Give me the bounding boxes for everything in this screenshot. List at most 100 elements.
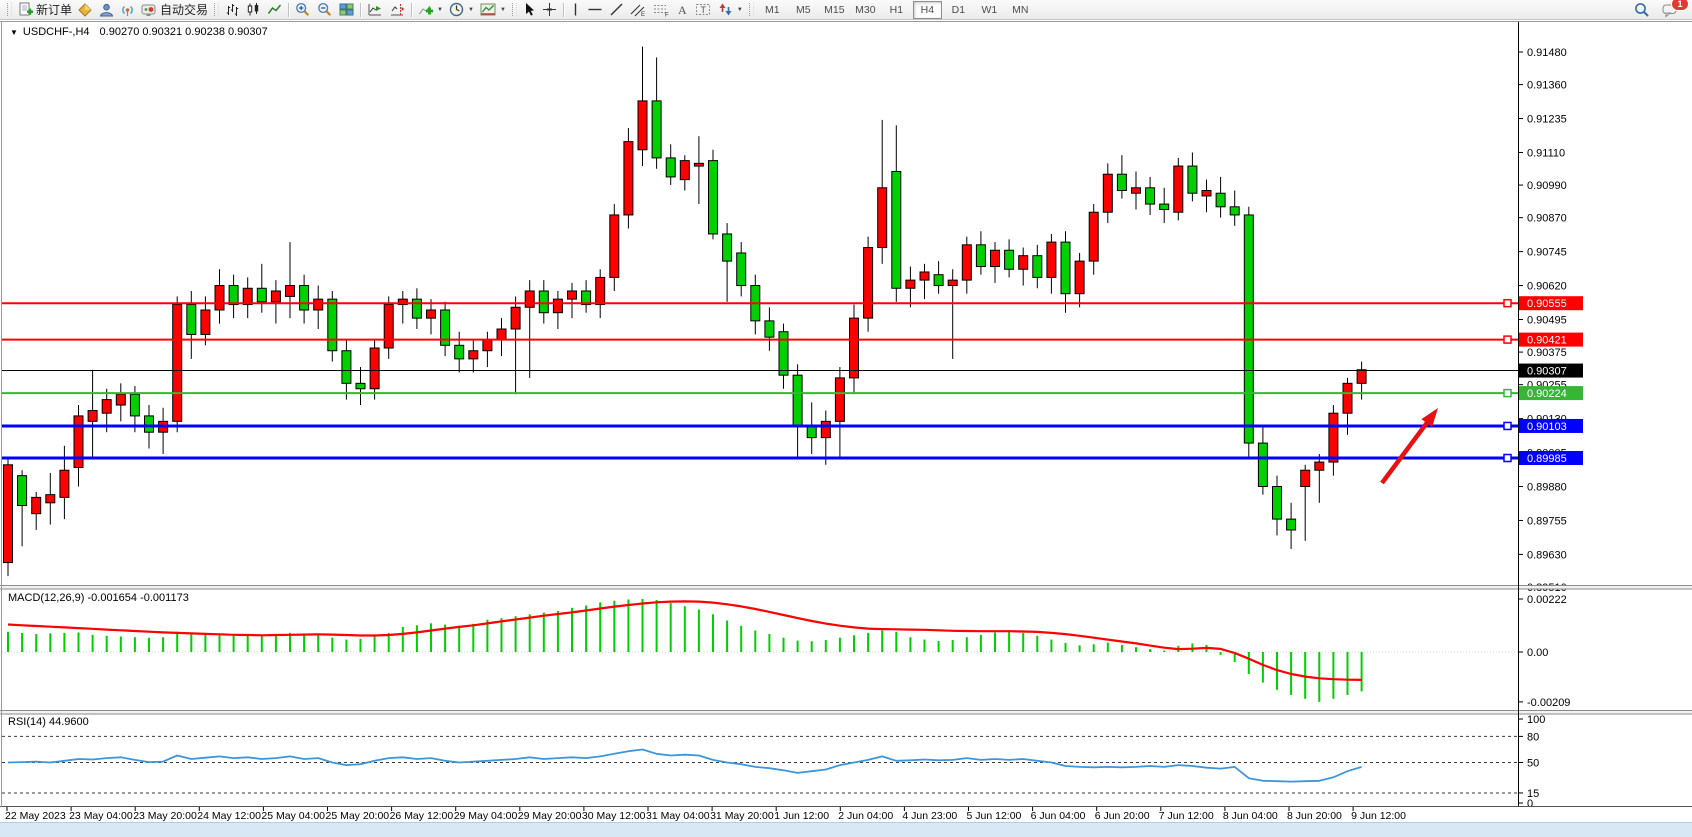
svg-text:4 Jun 23:00: 4 Jun 23:00 bbox=[902, 810, 957, 822]
auto-scroll-icon bbox=[368, 4, 382, 16]
rsi-pane[interactable] bbox=[2, 714, 1518, 806]
signal-button[interactable] bbox=[117, 1, 138, 19]
chart-shift-button[interactable] bbox=[386, 1, 408, 19]
toolbar-grip[interactable] bbox=[214, 3, 220, 16]
svg-text:0.89985: 0.89985 bbox=[1527, 453, 1567, 465]
candlestick-chart-icon bbox=[247, 3, 259, 16]
svg-text:T: T bbox=[700, 5, 706, 15]
crosshair-tool-button[interactable] bbox=[539, 1, 560, 19]
templates-icon bbox=[480, 3, 496, 16]
bar-chart-icon bbox=[226, 4, 239, 16]
cursor-icon bbox=[525, 3, 534, 16]
equidistant-channel-tool-button[interactable]: E bbox=[627, 1, 650, 19]
line-chart-button[interactable] bbox=[264, 1, 285, 19]
svg-text:A: A bbox=[678, 3, 687, 17]
timeframe-button-H1[interactable]: H1 bbox=[889, 3, 904, 16]
timeframe-group: M1 M5 M15 M30 H1 H4 D1 W1 MN bbox=[757, 0, 1036, 19]
timeframe-button-W1[interactable]: W1 bbox=[981, 3, 998, 16]
toolbar-grip[interactable] bbox=[511, 3, 517, 16]
svg-text:-0.00209: -0.00209 bbox=[1527, 697, 1570, 709]
price-level-label-0.89985 bbox=[1519, 451, 1583, 466]
svg-text:23 May 20:00: 23 May 20:00 bbox=[133, 810, 197, 822]
timeframe-button-M5[interactable]: M5 bbox=[796, 3, 811, 16]
horizontal-level-lines[interactable] bbox=[2, 298, 1518, 463]
new-order-icon bbox=[19, 2, 33, 16]
timeframe-button-M1[interactable]: M1 bbox=[765, 3, 780, 16]
text-label-icon: T bbox=[695, 4, 710, 15]
candles-layer bbox=[3, 46, 1367, 577]
indicators-button[interactable]: ▼ bbox=[415, 1, 446, 19]
svg-text:31 May 20:00: 31 May 20:00 bbox=[710, 810, 774, 822]
line-chart-icon bbox=[267, 4, 282, 14]
chat-button[interactable]: 1 bbox=[1659, 0, 1689, 19]
toolbar-grip[interactable] bbox=[748, 3, 754, 16]
svg-text:0: 0 bbox=[1527, 798, 1533, 810]
timeframe-button-M15[interactable]: M15 bbox=[824, 3, 845, 16]
window-edge-strip bbox=[0, 822, 1692, 837]
profile-button[interactable] bbox=[96, 1, 117, 19]
zoom-in-button[interactable] bbox=[292, 1, 314, 19]
price-level-label-0.90224 bbox=[1519, 386, 1583, 401]
crosshair-icon bbox=[542, 3, 556, 16]
svg-text:24 May 12:00: 24 May 12:00 bbox=[197, 810, 261, 822]
svg-text:23 May 04:00: 23 May 04:00 bbox=[69, 810, 133, 822]
text-label-tool-button[interactable]: T bbox=[692, 1, 715, 19]
arrows-tool-button[interactable]: ▼ bbox=[715, 1, 746, 19]
periods-button[interactable]: ▼ bbox=[446, 1, 477, 19]
timeframe-button-M30[interactable]: M30 bbox=[855, 3, 876, 16]
svg-text:0.90375: 0.90375 bbox=[1527, 347, 1567, 359]
zoom-out-button[interactable] bbox=[314, 1, 336, 19]
svg-text:8 Jun 20:00: 8 Jun 20:00 bbox=[1287, 810, 1342, 822]
rsi-indicator-label: RSI(14) 44.9600 bbox=[8, 716, 89, 728]
trendline-tool-button[interactable] bbox=[606, 1, 627, 19]
timeframe-button-MN[interactable]: MN bbox=[1012, 3, 1029, 16]
svg-text:F: F bbox=[665, 13, 669, 18]
rsi-value: 44.9600 bbox=[48, 716, 89, 728]
search-icon bbox=[1635, 2, 1649, 17]
signal-icon bbox=[122, 5, 133, 16]
price-axis[interactable]: 0.91480 0.91360 0.91235 0.91110 0.90990 0.908… bbox=[1518, 47, 1583, 594]
svg-text:0.90620: 0.90620 bbox=[1527, 281, 1567, 293]
search-button[interactable] bbox=[1631, 1, 1653, 19]
timeframe-button-H4[interactable]: H4 bbox=[912, 0, 942, 19]
zoom-out-icon bbox=[318, 2, 332, 16]
svg-text:0.90103: 0.90103 bbox=[1527, 421, 1567, 433]
one-click-trading-toggle-icon[interactable]: ▼ bbox=[10, 28, 18, 37]
autotrading-button[interactable]: 自动交易 bbox=[138, 1, 211, 19]
trendline-icon bbox=[610, 3, 623, 16]
chart-shift-icon bbox=[391, 4, 405, 16]
vertical-line-tool-button[interactable] bbox=[567, 1, 584, 19]
cursor-tool-button[interactable] bbox=[520, 1, 539, 19]
templates-button[interactable]: ▼ bbox=[477, 1, 509, 19]
new-order-button[interactable]: 新订单 bbox=[15, 1, 75, 19]
trend-arrow-annotation[interactable] bbox=[1380, 408, 1438, 485]
timeframe-button-D1[interactable]: D1 bbox=[951, 3, 966, 16]
candlestick-chart-button[interactable] bbox=[243, 1, 264, 19]
macd-indicator: 0.00222 0.00 -0.00209 bbox=[2, 594, 1570, 709]
svg-text:E: E bbox=[641, 12, 645, 17]
autotrading-icon bbox=[141, 4, 156, 16]
auto-scroll-button[interactable] bbox=[364, 1, 386, 19]
horizontal-line-icon bbox=[588, 8, 602, 11]
equidistant-channel-icon: E bbox=[630, 4, 645, 17]
svg-text:0.91360: 0.91360 bbox=[1527, 80, 1567, 92]
svg-text:31 May 04:00: 31 May 04:00 bbox=[646, 810, 710, 822]
svg-text:0.91235: 0.91235 bbox=[1527, 114, 1567, 126]
fibonacci-tool-button[interactable]: F bbox=[650, 1, 673, 19]
tile-windows-icon bbox=[339, 3, 354, 16]
horizontal-line-tool-button[interactable] bbox=[584, 1, 606, 19]
arrows-icon bbox=[719, 3, 732, 16]
svg-text:0.90495: 0.90495 bbox=[1527, 315, 1567, 327]
bar-chart-button[interactable] bbox=[222, 1, 243, 19]
time-axis[interactable]: 22 May 2023 23 May 04:00 23 May 20:00 24 Ma… bbox=[0, 807, 1692, 822]
svg-text:9 Jun 12:00: 9 Jun 12:00 bbox=[1351, 810, 1406, 822]
metaeditor-button[interactable] bbox=[75, 1, 96, 19]
toolbar-grip[interactable] bbox=[7, 3, 12, 16]
chart-header: ▼ USDCHF-,H4 0.90270 0.90321 0.90238 0.903… bbox=[10, 26, 268, 38]
text-tool-button[interactable]: A bbox=[673, 1, 692, 19]
svg-text:5 Jun 12:00: 5 Jun 12:00 bbox=[967, 810, 1022, 822]
tile-windows-button[interactable] bbox=[336, 1, 357, 19]
price-level-label-0.90421 bbox=[1519, 332, 1583, 347]
